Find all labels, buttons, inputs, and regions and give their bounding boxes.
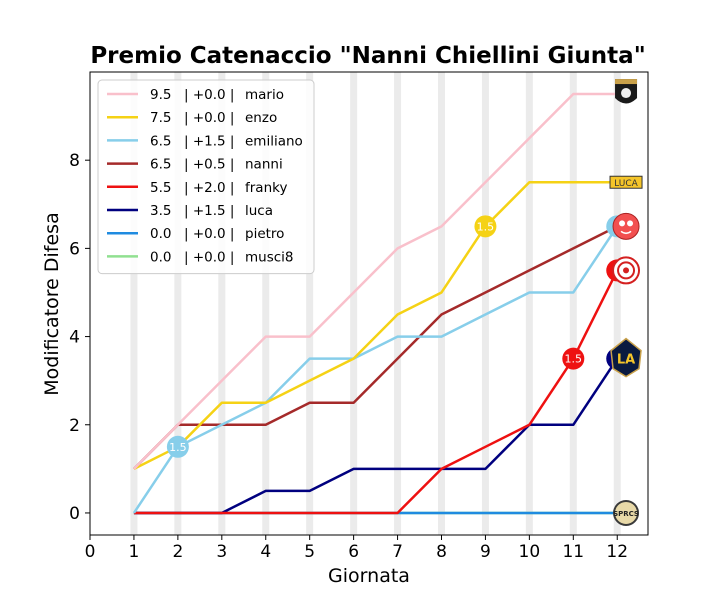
legend: 9.5 | +0.0 | mario 7.5 | +0.0 | enzo 6.5 | +1.5… — [97, 79, 315, 275]
legend-total: 0.0 — [150, 226, 171, 242]
series-line-franky — [133, 269, 619, 515]
legend-name: musci8 — [245, 249, 294, 265]
legend-name: enzo — [245, 110, 277, 126]
team-logos: LUCA LA SPRCS — [609, 79, 643, 526]
badge-text: SPRCS — [613, 510, 639, 518]
legend-name: nanni — [245, 157, 283, 173]
y-tick-label: 4 — [69, 328, 80, 348]
legend-entry-emiliano: 6.5 | +1.5 | emiliano — [150, 133, 303, 149]
legend-total: 5.5 — [150, 180, 171, 196]
shield-emblem — [621, 88, 632, 99]
x-tick-label: 4 — [260, 542, 271, 562]
legend-total: 3.5 — [150, 203, 171, 219]
badge-icon — [613, 499, 640, 526]
legend-delta: | +0.5 | — [184, 157, 234, 173]
legend-entry-musci8: 0.0 | +0.0 | musci8 — [150, 249, 294, 265]
x-tick-label: 7 — [392, 542, 403, 562]
bonus-bubble — [562, 347, 585, 370]
logo-franky — [612, 256, 641, 285]
legend-entry-luca: 3.5 | +1.5 | luca — [150, 203, 273, 219]
series-line-emiliano — [132, 225, 619, 514]
legend-entry-pietro: 0.0 | +0.0 | pietro — [150, 226, 284, 242]
series-line-nanni — [133, 225, 618, 470]
bonus-bubble — [474, 215, 497, 238]
series-line-mario — [133, 92, 618, 470]
x-tick-label: 6 — [348, 542, 359, 562]
x-tick-label: 11 — [562, 542, 584, 562]
legend-delta: | +0.0 | — [184, 110, 234, 126]
x-tick-label: 9 — [480, 542, 491, 562]
legend-total: 0.0 — [150, 249, 171, 265]
legend-total: 9.5 — [150, 87, 171, 103]
legend-box — [97, 79, 315, 275]
legend-entry-mario: 9.5 | +0.0 | mario — [150, 87, 284, 103]
legend-delta: | +1.5 | — [184, 203, 234, 219]
crest-core — [623, 267, 630, 274]
chart-title: Premio Catenaccio "Nanni Chiellini Giunt… — [90, 43, 645, 69]
face-mouth — [620, 230, 632, 235]
axes — [89, 71, 649, 536]
face-eye — [619, 220, 626, 227]
legend-name: mario — [245, 87, 284, 103]
legend-delta: | +0.0 | — [184, 249, 234, 265]
bonus-bubble-label: 1.5 — [169, 441, 187, 454]
x-tick-label: 12 — [606, 542, 628, 562]
plot-frame — [89, 71, 649, 536]
legend-name: pietro — [245, 226, 284, 242]
x-tick-label: 0 — [85, 542, 96, 562]
legend-name: luca — [245, 203, 273, 219]
logo-emiliano — [612, 212, 640, 240]
x-tick-label: 3 — [216, 542, 227, 562]
galaxy-shield-icon — [610, 337, 642, 378]
logo-luca: LA — [610, 337, 642, 378]
y-tick-label: 6 — [69, 239, 80, 259]
x-axis-label: Giornata — [328, 565, 410, 587]
crest-ring — [617, 261, 636, 280]
y-tick-label: 2 — [69, 416, 80, 436]
face-eye — [627, 220, 634, 227]
y-tick-label: 0 — [69, 504, 80, 524]
legend-name: franky — [245, 180, 287, 196]
legend-delta: | +2.0 | — [184, 180, 234, 196]
legend-delta: | +0.0 | — [184, 87, 234, 103]
series-lines — [132, 92, 619, 515]
face-icon — [612, 212, 640, 240]
legend-entry-enzo: 7.5 | +0.0 | enzo — [150, 110, 277, 126]
y-axis-label: Modificatore Difesa — [41, 212, 63, 395]
y-tick-label: 8 — [69, 151, 80, 171]
legend-name: emiliano — [245, 133, 303, 149]
shield-band — [615, 79, 638, 85]
legend-total: 7.5 — [150, 110, 171, 126]
series-line-enzo — [133, 180, 618, 470]
x-tick-label: 1 — [129, 542, 140, 562]
x-tick-label: 5 — [304, 542, 315, 562]
banner-icon — [609, 175, 643, 189]
x-tick-label: 2 — [172, 542, 183, 562]
logo-mario — [615, 79, 638, 104]
x-tick-label: 8 — [436, 542, 447, 562]
legend-total: 6.5 — [150, 157, 171, 173]
legend-entry-nanni: 6.5 | +0.5 | nanni — [150, 157, 283, 173]
legend-delta: | +1.5 | — [184, 133, 234, 149]
legend-total: 6.5 — [150, 133, 171, 149]
legend-delta: | +0.0 | — [184, 226, 234, 242]
bonus-bubble — [166, 435, 189, 458]
x-tick-label: 10 — [519, 542, 541, 562]
logo-pietro: SPRCS — [613, 499, 640, 526]
banner-text: LUCA — [614, 179, 638, 189]
bonus-bubble-label: 1.5 — [565, 353, 583, 366]
logo-enzo: LUCA — [609, 175, 643, 189]
galaxy-text: LA — [617, 353, 635, 368]
legend-entry-franky: 5.5 | +2.0 | franky — [150, 180, 287, 196]
bonus-bubble-label: 1.5 — [477, 220, 495, 233]
